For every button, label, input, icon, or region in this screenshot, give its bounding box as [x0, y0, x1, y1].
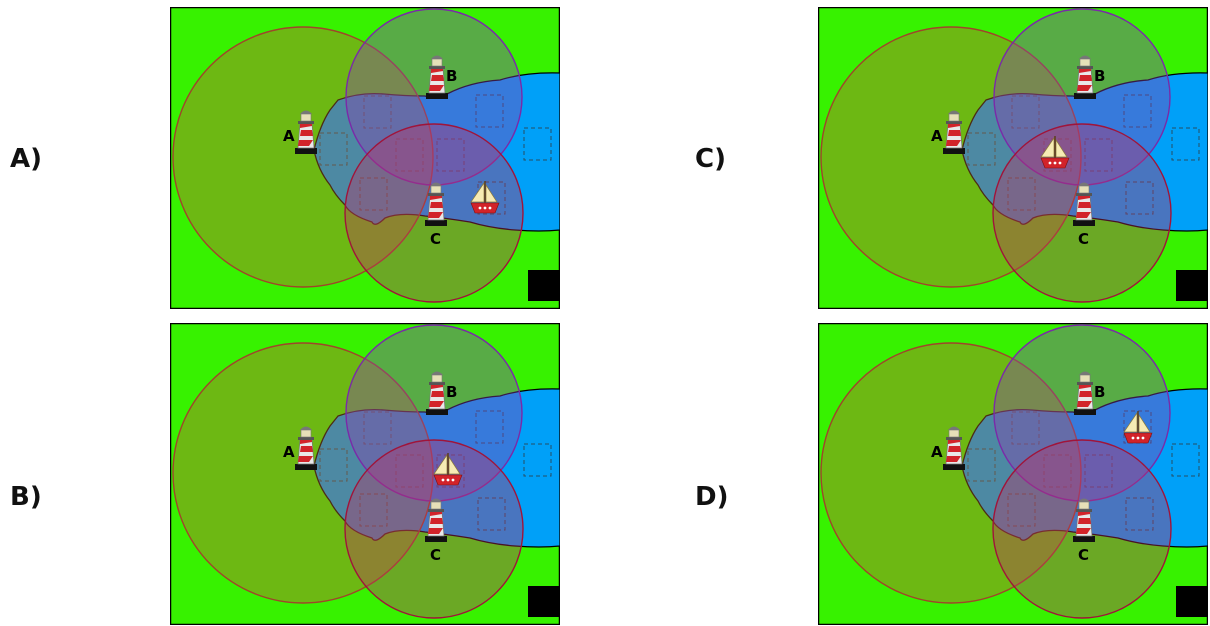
- dashed-square-zone: [1125, 181, 1154, 215]
- lighthouse-icon: [1073, 182, 1095, 226]
- corner-block: [1176, 586, 1207, 617]
- lighthouse-a: A: [931, 110, 965, 154]
- dashed-square-zone: [1125, 497, 1154, 531]
- lighthouse-icon: [426, 55, 448, 99]
- dashed-square-zone: [475, 410, 504, 444]
- sailboat-icon: [1040, 136, 1070, 169]
- option-c-map[interactable]: A B C: [818, 7, 1208, 309]
- lighthouse-label: A: [283, 443, 295, 461]
- lighthouse-c: C: [1073, 498, 1095, 564]
- dashed-square-zone: [523, 127, 552, 161]
- lighthouse-c: C: [425, 498, 447, 564]
- dashed-square-zone: [363, 411, 392, 445]
- corner-block: [528, 270, 559, 301]
- lighthouse-label: A: [931, 443, 943, 461]
- corner-block: [528, 586, 559, 617]
- dashed-square-zone: [359, 177, 388, 211]
- lighthouse-b: B: [426, 371, 457, 415]
- dashed-square-zone: [475, 94, 504, 128]
- dashed-square-zone: [319, 448, 348, 482]
- lighthouse-icon: [943, 426, 965, 470]
- coverage-zones: [319, 94, 552, 215]
- map-graphic: A B C: [170, 323, 560, 625]
- lighthouse-label: B: [1094, 67, 1105, 85]
- option-d-map[interactable]: A B C: [818, 323, 1208, 625]
- sailboat-icon: [470, 181, 500, 214]
- option-c-label: C): [695, 144, 726, 174]
- sailboat-icon: [433, 453, 463, 486]
- lighthouse-label: C: [1078, 546, 1089, 564]
- dashed-square-zone: [1007, 493, 1036, 527]
- lighthouse-b: B: [426, 55, 457, 99]
- lighthouse-label: C: [1078, 230, 1089, 248]
- option-b-label: B): [10, 482, 42, 512]
- lighthouse-icon: [1074, 371, 1096, 415]
- lighthouse-b: B: [1074, 371, 1105, 415]
- range-circle-a: [820, 342, 1082, 604]
- dashed-square-zone: [1171, 127, 1200, 161]
- option-a-label: A): [10, 144, 43, 174]
- lighthouse-icon: [295, 110, 317, 154]
- lighthouse-a: A: [931, 426, 965, 470]
- range-circle-a: [172, 342, 434, 604]
- sailboat-icon: [1123, 411, 1153, 444]
- lighthouse-icon: [295, 426, 317, 470]
- dashed-square-zone: [395, 138, 424, 172]
- lighthouse-c: C: [1073, 182, 1095, 248]
- option-d-label: D): [695, 482, 729, 512]
- lighthouse-icon: [425, 182, 447, 226]
- dashed-square-zone: [1123, 94, 1152, 128]
- lighthouse-a: A: [283, 426, 317, 470]
- dashed-square-zone: [523, 443, 552, 477]
- lighthouse-label: C: [430, 230, 441, 248]
- dashed-square-zone: [395, 454, 424, 488]
- lighthouse-a: A: [283, 110, 317, 154]
- lighthouse-b: B: [1074, 55, 1105, 99]
- dashed-square-zone: [1043, 454, 1072, 488]
- lighthouse-icon: [1073, 498, 1095, 542]
- corner-block: [1176, 270, 1207, 301]
- dashed-square-zone: [359, 493, 388, 527]
- coverage-zones: [967, 410, 1200, 531]
- coverage-zones: [319, 410, 552, 531]
- option-a-map[interactable]: A B C: [170, 7, 560, 309]
- dashed-square-zone: [363, 95, 392, 129]
- map-graphic: A B C: [818, 323, 1208, 625]
- lighthouse-c: C: [425, 182, 447, 248]
- dashed-square-zone: [1011, 411, 1040, 445]
- map-graphic: A B C: [170, 7, 560, 309]
- lighthouse-icon: [426, 371, 448, 415]
- range-circle-a: [820, 26, 1082, 288]
- option-b-map[interactable]: A B C: [170, 323, 560, 625]
- dashed-square-zone: [436, 138, 465, 172]
- dashed-square-zone: [1011, 95, 1040, 129]
- lighthouse-label: A: [283, 127, 295, 145]
- dashed-square-zone: [967, 132, 996, 166]
- dashed-square-zone: [1007, 177, 1036, 211]
- map-graphic: A B C: [818, 7, 1208, 309]
- lighthouse-icon: [1074, 55, 1096, 99]
- lighthouse-label: C: [430, 546, 441, 564]
- lighthouse-label: B: [446, 67, 457, 85]
- lighthouse-label: A: [931, 127, 943, 145]
- dashed-square-zone: [967, 448, 996, 482]
- dashed-square-zone: [1084, 454, 1113, 488]
- lighthouse-icon: [943, 110, 965, 154]
- dashed-square-zone: [319, 132, 348, 166]
- dashed-square-zone: [1171, 443, 1200, 477]
- lighthouse-label: B: [1094, 383, 1105, 401]
- lighthouse-label: B: [446, 383, 457, 401]
- dashed-square-zone: [1084, 138, 1113, 172]
- dashed-square-zone: [477, 497, 506, 531]
- range-circle-a: [172, 26, 434, 288]
- lighthouse-icon: [425, 498, 447, 542]
